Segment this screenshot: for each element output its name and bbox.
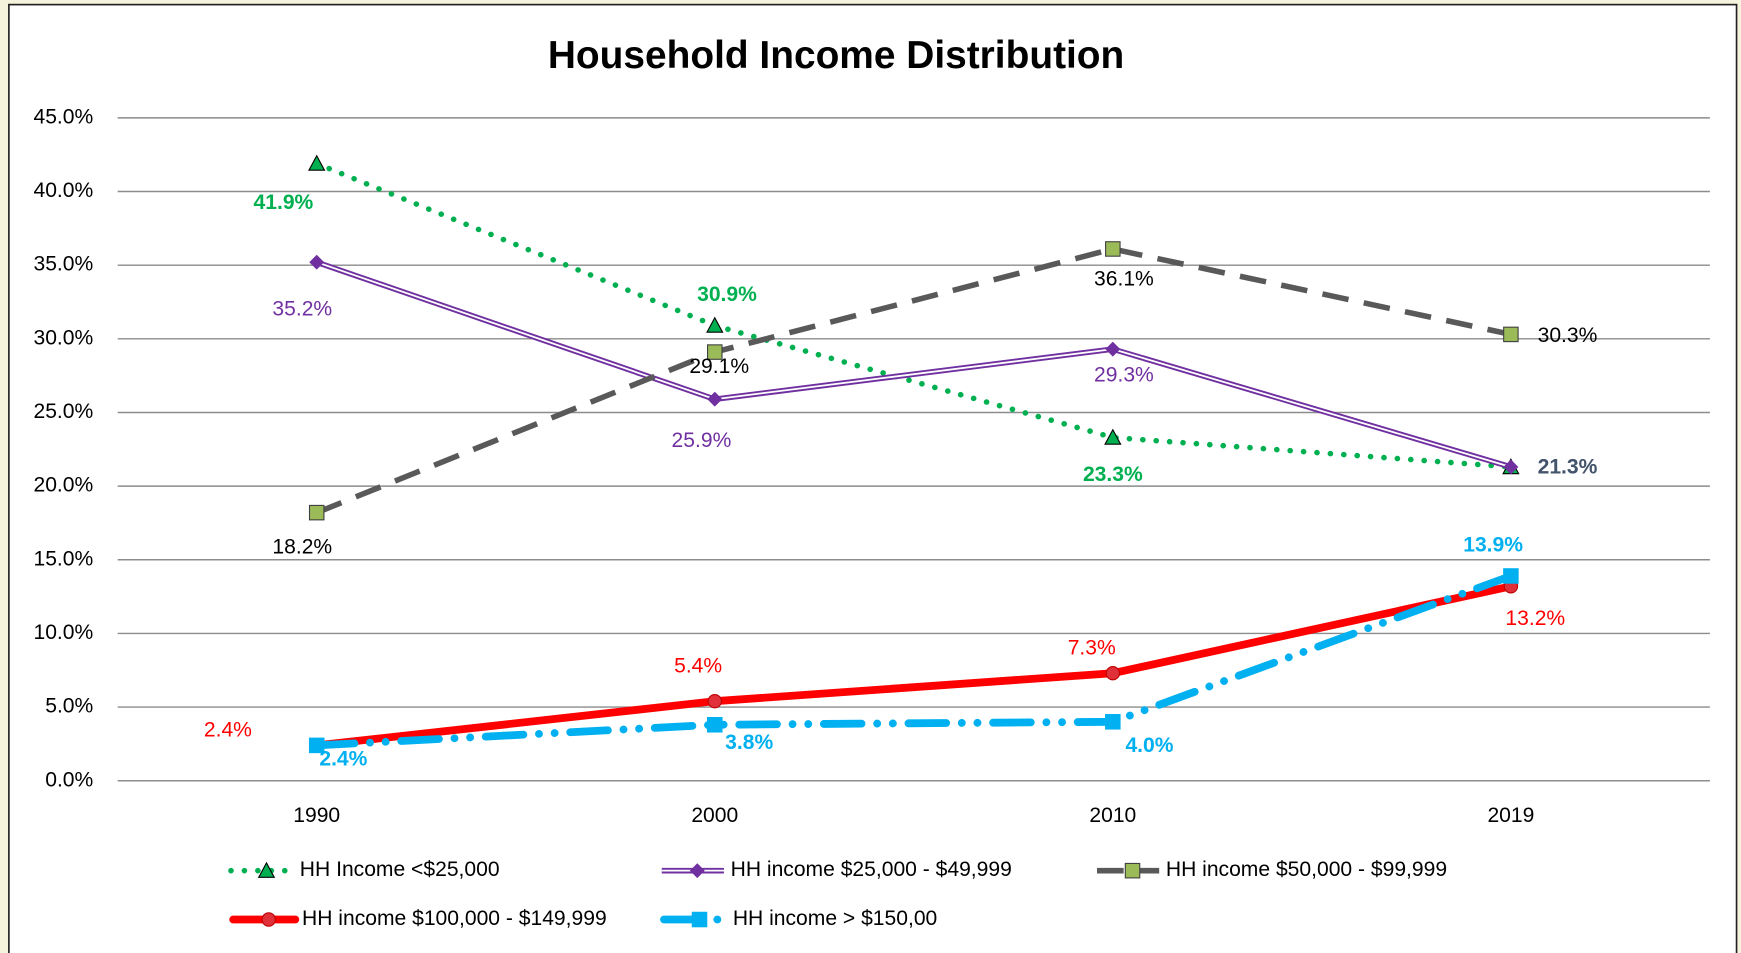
data-label: 25.9% [672,429,732,452]
x-tick-label: 2019 [1487,804,1534,827]
series-line [313,160,1514,470]
point-marker [707,716,723,733]
point-marker [1503,568,1519,584]
point-marker [1105,665,1121,681]
data-label: 21.3% [1538,456,1598,479]
point-marker [308,504,325,521]
data-label: 41.9% [254,191,314,214]
point-marker [308,154,326,171]
chart-frame [8,3,1738,953]
data-label: 21.3% [1538,456,1598,479]
data-label: 30.3% [1538,324,1598,347]
series-line [315,246,1512,516]
data-label: 2.4% [204,719,252,742]
legend-label: HH income > $150,00 [733,907,937,930]
data-label: 13.9% [1463,534,1523,557]
point-marker [1104,428,1122,445]
point-marker [707,344,723,360]
data-label: 5.4% [674,654,722,677]
y-tick-label: 15.0% [33,547,93,570]
y-tick-label: 0.0% [45,768,93,791]
y-tick-label: 25.0% [33,400,93,423]
legend-marker [261,912,276,927]
series-line [312,582,1515,750]
legend-marker [1124,862,1141,879]
data-label: 7.3% [1068,636,1116,659]
data-label: 18.2% [272,536,332,559]
data-label: 4.0% [1125,734,1173,757]
x-tick-label: 2010 [1089,804,1136,827]
y-tick-label: 10.0% [33,621,93,644]
chart-title: Household Income Distribution [548,34,1124,77]
y-tick-label: 35.0% [33,253,93,276]
data-label: 29.1% [689,355,749,378]
point-marker [1105,714,1121,730]
point-marker [707,391,723,407]
point-marker [707,693,722,709]
legend-label: HH Income <$25,000 [300,858,500,881]
y-tick-label: 20.0% [33,474,93,497]
data-label: 35.2% [272,298,332,321]
data-label: 23.3% [1083,463,1143,486]
legend-marker [689,863,705,879]
legend-marker [691,911,708,928]
y-tick-label: 5.0% [45,695,93,718]
legend-marker [257,861,276,878]
point-marker [1105,341,1121,357]
point-marker [1105,241,1121,257]
point-marker [706,316,724,333]
data-label: 13.2% [1505,607,1565,630]
legend-label: HH income $25,000 - $49,999 [731,858,1012,881]
point-marker [1503,326,1519,343]
legend-label: HH income $100,000 - $149,999 [302,907,607,930]
point-marker [309,254,325,270]
data-label: 3.8% [725,731,773,754]
point-marker [308,737,325,754]
x-tick-label: 2000 [691,804,738,827]
point-marker [1503,459,1519,475]
data-label: 36.1% [1094,268,1154,291]
series-line [312,572,1515,750]
series-line-inner [316,261,1512,468]
y-tick-label: 40.0% [33,179,93,202]
y-tick-label: 30.0% [33,326,93,349]
legend-label: HH income $50,000 - $99,999 [1166,858,1447,881]
data-label: 29.3% [1094,363,1154,386]
data-label: 30.9% [697,283,757,306]
y-tick-label: 45.0% [33,105,93,128]
x-tick-label: 1990 [293,804,340,827]
data-label: 2.4% [319,747,367,770]
